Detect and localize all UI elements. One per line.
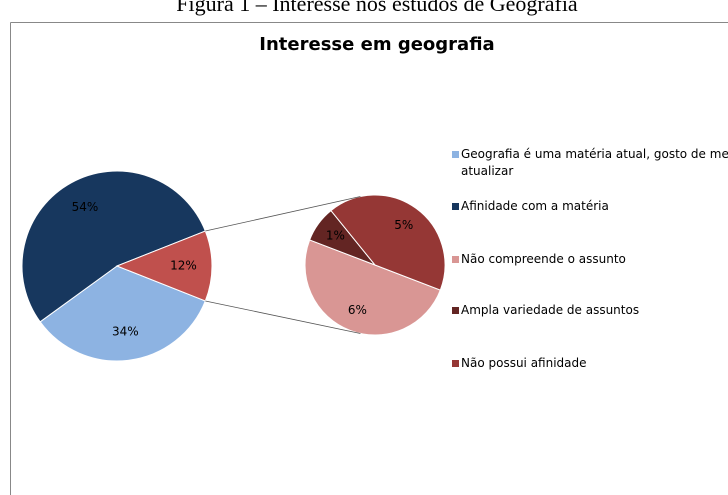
- connector-line: [205, 300, 361, 334]
- data-label: 12%: [170, 259, 197, 273]
- legend-label: Geografia é uma matéria atual, gosto de …: [461, 147, 728, 178]
- connector-line: [205, 196, 361, 232]
- legend-item: Não possui afinidade: [452, 355, 728, 372]
- legend-swatch: [452, 151, 459, 158]
- figure-caption: Figura 1 – Interesse nos estudos de Geog…: [176, 0, 578, 16]
- legend-swatch: [452, 307, 459, 314]
- pie-slice: [304, 239, 441, 336]
- pie-slice: [21, 170, 206, 323]
- data-label: 34%: [112, 324, 139, 338]
- legend-swatch: [452, 203, 459, 210]
- legend-label: Não compreende o assunto: [461, 252, 626, 266]
- pie-slice: [330, 194, 446, 291]
- legend-label: Afinidade com a matéria: [461, 199, 609, 213]
- pie-slice: [39, 265, 206, 362]
- data-label: 1%: [326, 229, 345, 243]
- chart-title: Interesse em geografia: [259, 34, 494, 55]
- legend-label: Ampla variedade de assuntos: [461, 303, 640, 317]
- legend-item: Geografia é uma matéria atual, gosto de …: [452, 146, 728, 180]
- legend-item: Ampla variedade de assuntos: [452, 302, 728, 319]
- legend-swatch: [452, 256, 459, 263]
- pie-slice: [115, 230, 213, 302]
- legend-swatch: [452, 360, 459, 367]
- data-label: 54%: [72, 200, 99, 214]
- legend-item: Não compreende o assunto: [452, 251, 728, 268]
- legend-item: Afinidade com a matéria: [452, 198, 728, 215]
- data-label: 6%: [348, 303, 367, 317]
- legend-label: Não possui afinidade: [461, 356, 587, 370]
- data-label: 5%: [394, 218, 413, 232]
